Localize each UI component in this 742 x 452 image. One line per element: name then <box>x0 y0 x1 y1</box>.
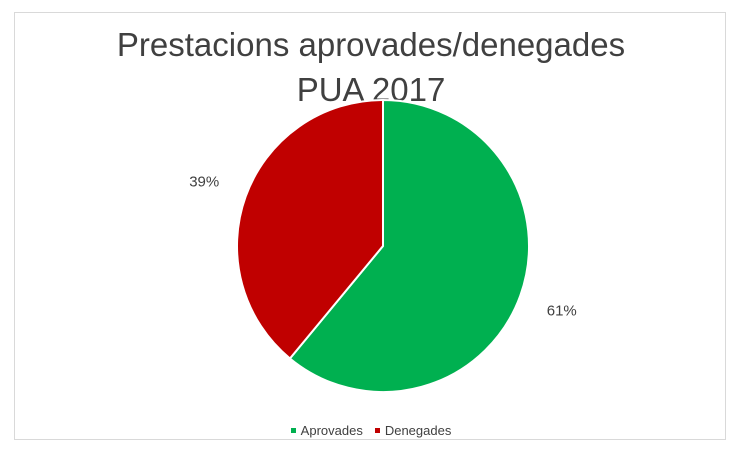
legend-label: Denegades <box>384 423 452 438</box>
legend-item-aprovades: Aprovades <box>290 423 363 438</box>
data-label-denegades: 39% <box>189 174 219 191</box>
legend-swatch <box>290 428 296 433</box>
chart-title-line-1: Prestacions aprovades/denegades <box>116 26 626 63</box>
legend-label: Aprovades <box>300 423 363 438</box>
pie-slice-denegades <box>236 98 384 360</box>
legend-item-denegades: Denegades <box>374 423 452 438</box>
legend-swatch <box>374 428 380 433</box>
pie-slice-aprovades <box>288 98 530 393</box>
chart-legend: Aprovades Denegades <box>0 421 742 438</box>
data-label-aprovades: 61% <box>547 302 577 319</box>
